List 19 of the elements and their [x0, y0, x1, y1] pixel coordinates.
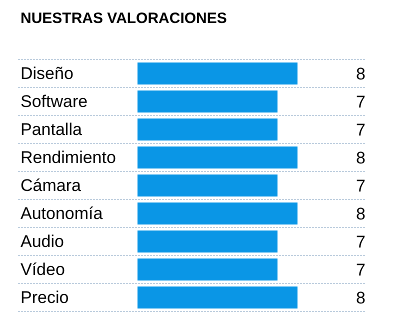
chart-title: NUESTRAS VALORACIONES	[20, 10, 227, 27]
data-label: 8	[356, 288, 366, 308]
y-tick-label: Audio	[20, 232, 64, 251]
data-label: 7	[356, 120, 366, 140]
data-label: 7	[356, 232, 366, 252]
data-label: 7	[356, 92, 366, 112]
y-tick-label: Diseño	[20, 64, 74, 83]
y-tick-label: Software	[20, 92, 88, 111]
y-tick-label: Precio	[20, 288, 69, 307]
data-label: 7	[356, 260, 366, 280]
data-label: 8	[356, 64, 366, 84]
y-tick-label: Cámara	[20, 176, 82, 195]
y-tick-label: Vídeo	[20, 260, 65, 279]
data-label: 8	[356, 148, 366, 168]
y-tick-label: Rendimiento	[20, 148, 116, 167]
y-tick-label: Autonomía	[20, 204, 104, 223]
y-tick-label: Pantalla	[20, 120, 82, 139]
data-label: 8	[356, 204, 366, 224]
data-label: 7	[356, 176, 366, 196]
